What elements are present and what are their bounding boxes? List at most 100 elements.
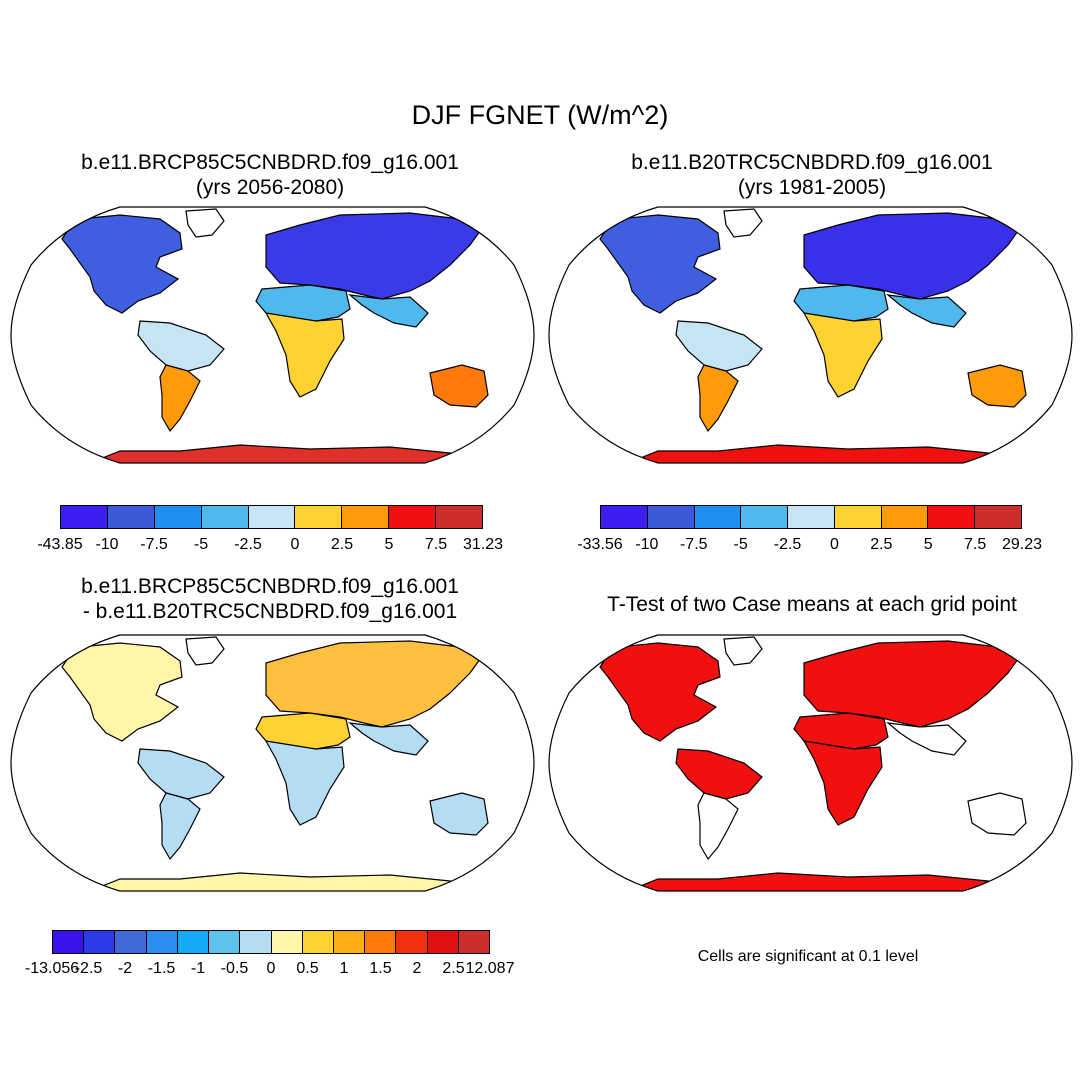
colorbar-tick-label: -5 (733, 536, 748, 553)
continent-antarctica (627, 444, 1019, 463)
panel-difference-title-line1: b.e11.BRCP85C5CNBDRD.f09_g16.001 (81, 575, 459, 598)
continent-south-america-south (697, 792, 739, 861)
continent-south-america-south (159, 792, 201, 861)
colorbar-swatch (741, 506, 789, 528)
continent-south-america-south (159, 364, 201, 433)
colorbar-swatch (209, 931, 241, 953)
panel-historical-title-line1: b.e11.B20TRC5CNBDRD.f09_g16.001 (631, 151, 993, 174)
continent-antarctica (89, 872, 481, 891)
continent-greenland (185, 636, 225, 666)
colorbar-tick-label: 2 (412, 960, 422, 977)
colorbar-tick-label: 7.5 (963, 536, 987, 553)
colorbar-tick-label: 7.5 (424, 536, 448, 553)
colorbar-tick-label: 12.087 (465, 960, 515, 977)
colorbar-tick-label: -7.5 (679, 536, 708, 553)
continent-australia (429, 792, 489, 836)
colorbar-difference (52, 930, 490, 954)
continent-south-america-north (675, 320, 763, 372)
continent-australia (429, 364, 489, 408)
colorbar-tick-label: 0 (829, 536, 839, 553)
colorbar-difference-labels: -13.056 -2.5 -2 -1.5 -1 -0.5 0 0.5 1 1.5 2 2.5 12.08… (0, 960, 1080, 984)
colorbar-tick-label: 0.5 (296, 960, 319, 977)
continent-eurasia (265, 212, 481, 300)
colorbar-swatch (928, 506, 976, 528)
colorbar-swatch (788, 506, 835, 528)
continent-greenland (185, 208, 225, 238)
continent-asia-south (348, 294, 429, 328)
continent-south-america-north (675, 748, 763, 800)
colorbar-swatch (295, 506, 343, 528)
colorbar-swatch (834, 506, 882, 528)
panel-future-title-line2: (yrs 2056-2080) (195, 176, 345, 199)
colorbar-swatch (115, 931, 147, 953)
continent-africa-south (264, 740, 345, 826)
map-ttest (548, 633, 1073, 893)
panel-future-title-line1: b.e11.BRCP85C5CNBDRD.f09_g16.001 (81, 151, 459, 174)
colorbar-tick-label: 2.5 (442, 960, 465, 977)
colorbar-swatch (396, 931, 428, 953)
colorbar-tick-label: -33.56 (577, 536, 623, 553)
continent-antarctica (89, 444, 481, 463)
panel-difference-title: b.e11.BRCP85C5CNBDRD.f09_g16.001 - b.e11… (10, 574, 530, 624)
colorbar-tick-label: -1 (190, 960, 206, 977)
continent-north-america (599, 642, 721, 742)
colorbar-tick-label: -5 (193, 536, 209, 553)
continent-north-america (61, 214, 183, 314)
colorbar-swatch (333, 931, 366, 953)
colorbar-tick-label: -2.5 (234, 536, 262, 553)
colorbar-swatch (389, 506, 437, 528)
continent-south-america-north (137, 748, 225, 800)
colorbar-swatch (342, 506, 390, 528)
panel-historical-title-line2: (yrs 1981-2005) (737, 176, 887, 199)
colorbar-swatch (601, 506, 648, 528)
colorbar-historical (600, 505, 1022, 529)
map-historical (548, 205, 1073, 465)
continent-australia (967, 792, 1027, 836)
colorbar-swatch (975, 506, 1022, 528)
colorbar-swatch (201, 506, 249, 528)
colorbar-swatch (84, 931, 116, 953)
colorbar-tick-label: -43.85 (37, 536, 83, 553)
colorbar-tick-label: -7.5 (140, 536, 168, 553)
colorbar-swatch (271, 931, 303, 953)
colorbar-swatch (694, 506, 742, 528)
continent-australia (967, 364, 1027, 408)
continent-south-america-north (137, 320, 225, 372)
continent-eurasia (803, 640, 1019, 728)
continent-north-america (61, 642, 183, 742)
colorbar-swatch (146, 931, 178, 953)
colorbar-future (60, 505, 483, 529)
continent-africa-south (802, 312, 883, 398)
colorbar-swatch (154, 506, 202, 528)
colorbar-tick-label: 5 (923, 536, 933, 553)
colorbar-swatch (647, 506, 695, 528)
continent-south-america-south (697, 364, 739, 433)
colorbar-swatch (458, 931, 490, 953)
map-difference (10, 633, 535, 893)
figure-title: DJF FGNET (W/m^2) (411, 100, 669, 130)
colorbar-tick-label: -10 (635, 536, 659, 553)
panel-ttest-title: T-Test of two Case means at each grid po… (607, 593, 1017, 616)
continent-antarctica (627, 872, 1019, 891)
colorbar-tick-label: 0 (266, 960, 276, 977)
colorbar-tick-label: -10 (95, 536, 119, 553)
colorbar-swatch (177, 931, 210, 953)
colorbar-swatch (248, 506, 296, 528)
colorbar-tick-label: 2.5 (870, 536, 893, 553)
map-frame (10, 634, 535, 892)
continent-greenland (723, 208, 763, 238)
map-frame (548, 634, 1073, 892)
map-future (10, 205, 535, 465)
colorbar-tick-label: -2.5 (773, 536, 802, 553)
colorbar-tick-label: -0.5 (220, 960, 249, 977)
colorbar-swatch (436, 506, 483, 528)
colorbar-tick-label: 5 (384, 536, 394, 553)
colorbar-swatch (302, 931, 334, 953)
colorbar-swatch (61, 506, 108, 528)
panel-difference-title-line2: - b.e11.B20TRC5CNBDRD.f09_g16.001 (82, 600, 458, 623)
colorbar-swatch (107, 506, 155, 528)
colorbar-swatch (427, 931, 459, 953)
colorbar-tick-label: 0 (290, 536, 300, 553)
continent-north-america (599, 214, 721, 314)
continent-asia-south (886, 294, 967, 328)
